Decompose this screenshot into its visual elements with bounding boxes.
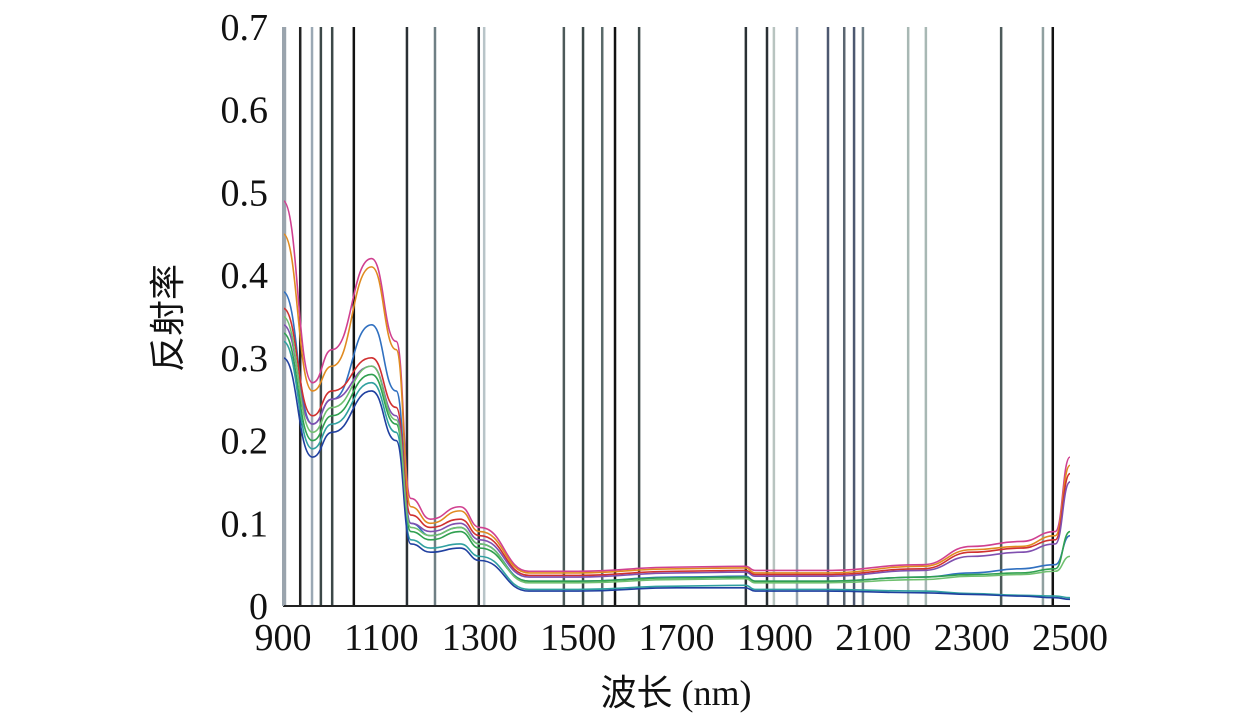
x-tick-900: 900 <box>255 617 312 659</box>
x-tick-labels: 900 1100 1300 1500 1700 1900 2100 2300 2500 <box>255 617 1109 659</box>
series-line-7 <box>282 357 1071 601</box>
y-tick-0: 0 <box>249 586 268 628</box>
x-tick-1100: 1100 <box>344 617 419 659</box>
series-line-0 <box>282 199 1071 573</box>
y-axis-label: 反射率 <box>148 264 188 372</box>
series-line-6 <box>282 340 1071 599</box>
series-line-5 <box>282 332 1071 582</box>
series-line-1 <box>282 232 1071 574</box>
axes <box>282 27 1070 607</box>
y-tick-0.4: 0.4 <box>221 255 269 297</box>
x-tick-1900: 1900 <box>737 617 813 659</box>
y-tick-0.5: 0.5 <box>221 172 269 214</box>
y-tick-0.2: 0.2 <box>221 421 269 463</box>
x-tick-2500: 2500 <box>1032 617 1108 659</box>
x-tick-1500: 1500 <box>540 617 616 659</box>
x-tick-2300: 2300 <box>934 617 1010 659</box>
y-tick-0.6: 0.6 <box>221 90 269 132</box>
y-tick-0.3: 0.3 <box>221 338 269 380</box>
y-tick-0.1: 0.1 <box>221 503 269 545</box>
selected-wavelength-lines <box>283 27 1055 606</box>
x-tick-1300: 1300 <box>442 617 518 659</box>
x-tick-1700: 1700 <box>639 617 715 659</box>
series-line-3 <box>282 307 1071 577</box>
series-line-8 <box>282 315 1071 584</box>
y-tick-0.7: 0.7 <box>221 7 269 49</box>
y-tick-labels: 0 0.1 0.2 0.3 0.4 0.5 0.6 0.7 <box>221 7 269 628</box>
x-tick-2100: 2100 <box>835 617 911 659</box>
x-axis-label: 波长 (nm) <box>601 673 752 713</box>
spectra-series <box>282 199 1071 601</box>
